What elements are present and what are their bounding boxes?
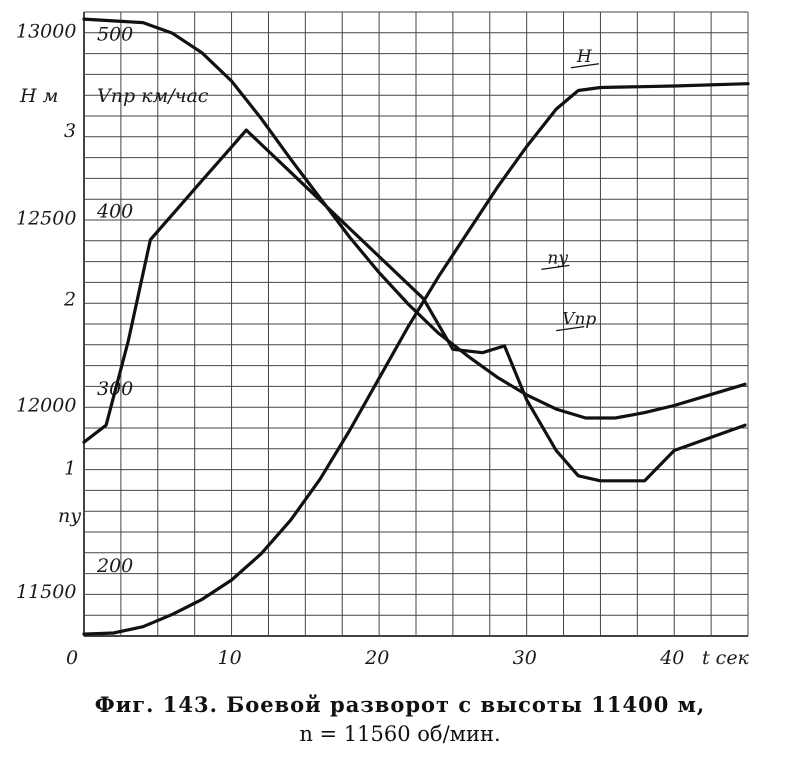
series-label-leader <box>541 264 570 271</box>
v-axis-label: Vпр км/час <box>97 85 209 107</box>
x-axis-label: t сек <box>702 647 750 669</box>
figure-caption-title: Фиг. 143. Боевой разворот с высоты 11400… <box>94 692 706 717</box>
ny-axis-label: ny <box>58 505 81 527</box>
tick-labels: 0 10 20 30 401150012000125001300020030040050… <box>16 21 684 669</box>
axis-labels: Н м Vпр км/час ny t сек <box>19 85 750 669</box>
v-tick-label: 500 <box>97 23 133 45</box>
x-tick-label: 10 <box>218 647 242 669</box>
x-tick-label: 20 <box>364 647 389 669</box>
series-line-vпр <box>82 17 747 420</box>
series-label: Vпр <box>562 310 596 330</box>
h-tick-label: 13000 <box>16 21 76 43</box>
x-tick-label: 40 <box>659 647 684 669</box>
v-tick-label: 400 <box>96 201 133 223</box>
v-tick-label: 200 <box>96 555 133 577</box>
series-line-ny <box>82 128 747 483</box>
h-tick-label: 11500 <box>16 581 76 603</box>
series-label: ny <box>547 248 568 268</box>
series-label-leader <box>570 63 600 69</box>
h-tick-label: 12000 <box>16 394 76 416</box>
x-tick-label: 0 <box>66 647 78 669</box>
figure-caption-subtitle: n = 11560 об/мин. <box>299 722 501 746</box>
x-tick-label: 30 <box>513 647 537 669</box>
ny-tick-label: 2 <box>63 289 76 311</box>
series-label: H <box>576 47 593 67</box>
series-lines: H Vпр ny <box>82 17 750 636</box>
series-line-h <box>82 82 750 636</box>
h-tick-label: 12500 <box>16 208 76 230</box>
grid <box>83 11 749 637</box>
ny-tick-label: 1 <box>64 457 76 479</box>
h-axis-label: Н м <box>19 85 58 107</box>
chart: 0 10 20 30 401150012000125001300020030040050… <box>16 11 750 669</box>
series-label-leader <box>556 325 585 332</box>
ny-tick-label: 3 <box>64 120 76 142</box>
